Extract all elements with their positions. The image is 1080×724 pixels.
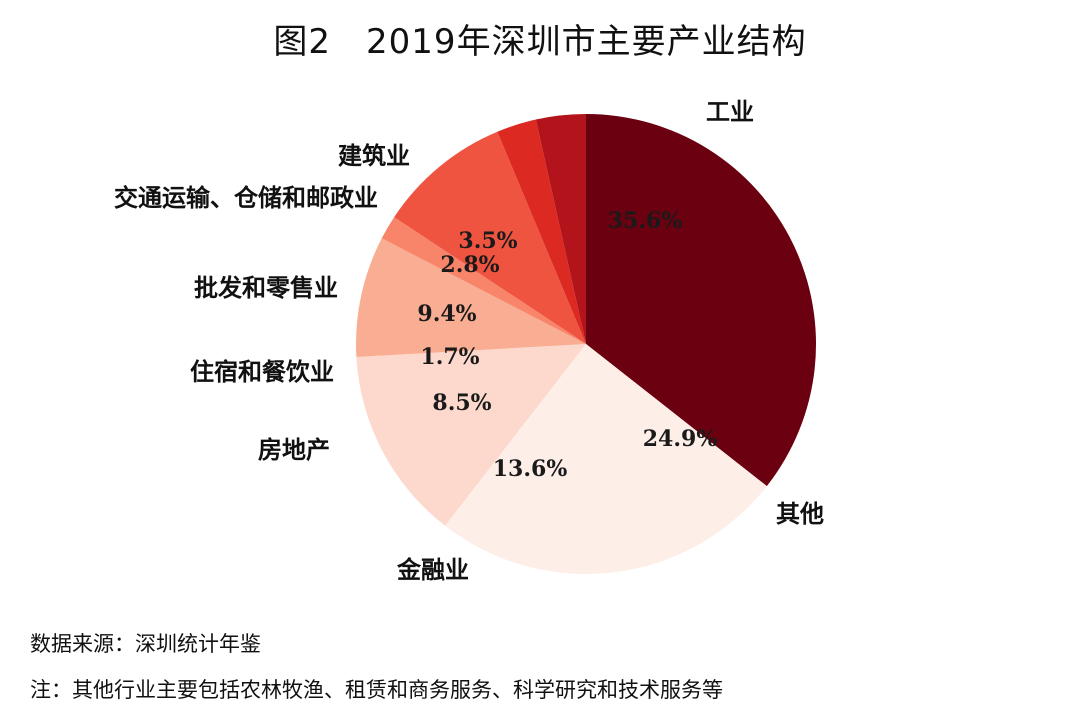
slice-percent-label: 24.9% (643, 426, 718, 452)
pie-slice (381, 217, 586, 344)
slice-category-label: 房地产 (258, 435, 330, 464)
slice-percent-label: 13.6% (493, 456, 568, 482)
source-note: 数据来源：深圳统计年鉴 (30, 632, 261, 656)
slice-category-label: 其他 (776, 499, 824, 528)
slice-category-label: 批发和零售业 (194, 273, 338, 302)
percentage-labels: 35.6% 24.9% 13.6% 8.5% 1.7% 9.4% 2.8%3.5% (417, 208, 717, 482)
slice-percent-label: 35.6% (608, 208, 683, 234)
slice-category-label: 交通运输、仓储和邮政业 (114, 183, 378, 212)
slice-category-label: 金融业 (396, 555, 469, 584)
pie-slice (497, 119, 586, 344)
slice-category-label: 工业 (706, 97, 754, 126)
pie-slice (356, 344, 586, 526)
slice-percent-label: 3.5% (458, 228, 517, 254)
pie-slice (445, 344, 767, 575)
pie-slice (535, 114, 586, 344)
other-note: 注：其他行业主要包括农林牧渔、租赁和商务服务、科学研究和技术服务等 (30, 678, 723, 702)
pie-slice (356, 238, 586, 357)
chart-title: 图2 2019年深圳市主要产业结构 (273, 22, 807, 62)
pie-slice (586, 114, 817, 487)
pie-slices (356, 114, 817, 575)
pie-slice (394, 131, 586, 344)
slice-percent-label: 8.5% (432, 390, 491, 416)
slice-percent-label: 9.4% (417, 301, 476, 327)
slice-category-label: 住宿和餐饮业 (190, 357, 334, 386)
slice-percent-label: 1.7% (420, 344, 479, 370)
slice-percent-label: 2.8% (440, 252, 499, 278)
slice-category-label: 建筑业 (338, 141, 410, 170)
